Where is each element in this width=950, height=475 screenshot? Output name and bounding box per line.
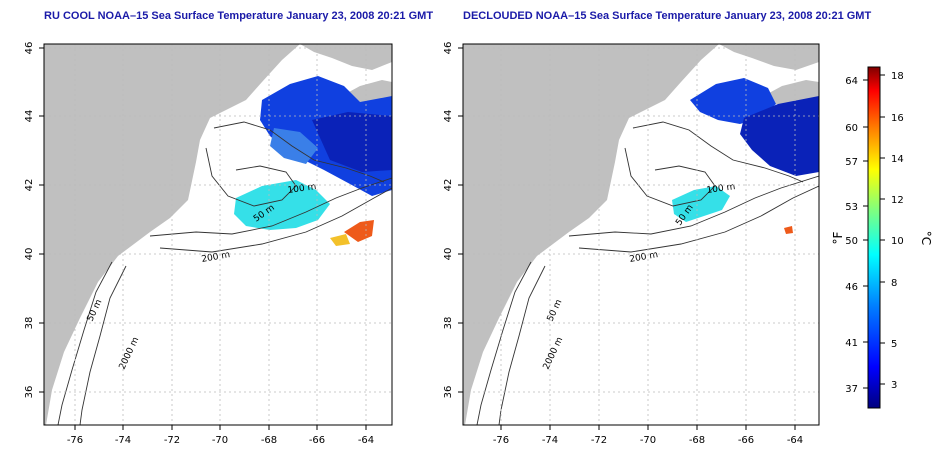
lon-tick-label: -64 bbox=[787, 435, 803, 446]
land-mass bbox=[760, 80, 819, 104]
right-map-frame bbox=[462, 43, 820, 426]
sst-patch-cold bbox=[312, 112, 392, 172]
land-mass bbox=[300, 44, 392, 70]
lon-tick-label: -74 bbox=[542, 435, 558, 446]
lon-tick-label: -68 bbox=[689, 435, 705, 446]
lat-tick-label: 38 bbox=[443, 317, 454, 330]
right-lat-labels: 46 44 42 40 38 36 bbox=[443, 42, 454, 399]
right-axis-ticks bbox=[458, 47, 796, 430]
left-map-panel: 100 m 50 m 200 m 50 m 2000 m bbox=[44, 44, 392, 425]
lon-tick-label: -66 bbox=[738, 435, 754, 446]
celsius-tick-label: 18 bbox=[891, 71, 904, 82]
lat-tick-label: 46 bbox=[24, 42, 35, 55]
colorbar-ticks bbox=[863, 74, 885, 389]
right-grid bbox=[463, 44, 819, 425]
fahrenheit-tick-label: 41 bbox=[845, 338, 858, 349]
lat-tick-label: 40 bbox=[24, 248, 35, 261]
lon-tick-label: -64 bbox=[358, 435, 374, 446]
sst-patch-warm bbox=[330, 234, 350, 246]
fahrenheit-tick-label: 46 bbox=[845, 282, 858, 293]
fahrenheit-tick-label: 57 bbox=[845, 157, 858, 168]
contour-shelf-break bbox=[57, 261, 113, 425]
contour-label: 200 m bbox=[201, 250, 231, 265]
left-lon-labels: -76 -74 -72 -70 -68 -66 -64 bbox=[67, 435, 374, 446]
fahrenheit-unit-label: °F bbox=[831, 231, 845, 244]
lat-tick-label: 38 bbox=[24, 317, 35, 330]
contour-shelf-break bbox=[498, 265, 546, 425]
contour-label: 200 m bbox=[629, 250, 659, 265]
left-axis-ticks bbox=[39, 47, 367, 430]
contour-200m bbox=[149, 177, 392, 237]
left-map-frame bbox=[43, 43, 393, 426]
fahrenheit-tick-label: 37 bbox=[845, 384, 858, 395]
colorbar: 64 60 57 53 50 46 41 37 18 16 14 12 10 8… bbox=[831, 66, 933, 409]
fahrenheit-tick-label: 64 bbox=[845, 76, 858, 87]
contour-shelf-break bbox=[79, 265, 127, 425]
lon-tick-label: -76 bbox=[493, 435, 509, 446]
lat-tick-label: 46 bbox=[443, 42, 454, 55]
colorbar-celsius-labels: 18 16 14 12 10 8 5 3 bbox=[891, 71, 904, 391]
right-lon-labels: -76 -74 -72 -70 -68 -66 -64 bbox=[493, 435, 803, 446]
contour-50m bbox=[624, 147, 716, 207]
fahrenheit-tick-label: 50 bbox=[845, 236, 858, 247]
lon-tick-label: -70 bbox=[212, 435, 228, 446]
lon-tick-label: -66 bbox=[309, 435, 325, 446]
fahrenheit-tick-label: 60 bbox=[845, 123, 858, 134]
land-mass bbox=[463, 44, 719, 425]
lat-tick-label: 44 bbox=[24, 110, 35, 123]
celsius-tick-label: 12 bbox=[891, 195, 904, 206]
lat-tick-label: 40 bbox=[443, 248, 454, 261]
lat-tick-label: 42 bbox=[24, 179, 35, 192]
contour-200m bbox=[568, 175, 819, 237]
lon-tick-label: -76 bbox=[67, 435, 83, 446]
contour-shelf-break bbox=[476, 261, 532, 425]
lat-tick-label: 36 bbox=[24, 386, 35, 399]
lon-tick-label: -72 bbox=[591, 435, 607, 446]
lon-tick-label: -74 bbox=[115, 435, 131, 446]
sst-patch-shelf bbox=[234, 180, 330, 230]
sst-patch-warm bbox=[784, 226, 793, 234]
celsius-tick-label: 10 bbox=[891, 236, 904, 247]
celsius-tick-label: 5 bbox=[891, 339, 897, 350]
lat-tick-label: 36 bbox=[443, 386, 454, 399]
lon-tick-label: -68 bbox=[261, 435, 277, 446]
left-grid bbox=[44, 44, 392, 425]
contour-2000m bbox=[578, 185, 819, 253]
lon-tick-label: -72 bbox=[164, 435, 180, 446]
contour-label: 100 m bbox=[706, 182, 736, 196]
sst-patch-warm bbox=[344, 220, 374, 242]
lat-tick-label: 42 bbox=[443, 179, 454, 192]
celsius-tick-label: 8 bbox=[891, 278, 897, 289]
land-mass bbox=[719, 44, 819, 70]
celsius-tick-label: 3 bbox=[891, 380, 897, 391]
right-map-panel: 100 m 50 m 200 m 50 m 2000 m bbox=[463, 44, 819, 425]
fahrenheit-tick-label: 53 bbox=[845, 202, 858, 213]
lat-tick-label: 44 bbox=[443, 110, 454, 123]
colorbar-gradient bbox=[867, 66, 881, 409]
celsius-unit-label: °C bbox=[919, 231, 933, 245]
contour-label: 100 m bbox=[287, 182, 317, 196]
left-panel-title: RU COOL NOAA–15 Sea Surface Temperature … bbox=[44, 10, 434, 22]
sst-patch-shelf bbox=[672, 186, 730, 222]
sst-patch-cold bbox=[690, 78, 776, 124]
celsius-tick-label: 16 bbox=[891, 113, 904, 124]
colorbar-fahrenheit-labels: 64 60 57 53 50 46 41 37 bbox=[845, 76, 858, 395]
contour-50m bbox=[205, 147, 297, 207]
contour-100m bbox=[632, 121, 804, 183]
contour-2000m bbox=[159, 187, 392, 253]
left-lat-labels: 46 44 42 40 38 36 bbox=[24, 42, 35, 399]
lon-tick-label: -70 bbox=[640, 435, 656, 446]
right-panel-title: DECLOUDED NOAA–15 Sea Surface Temperatur… bbox=[463, 10, 872, 22]
celsius-tick-label: 14 bbox=[891, 154, 904, 165]
land-mass bbox=[44, 44, 300, 425]
